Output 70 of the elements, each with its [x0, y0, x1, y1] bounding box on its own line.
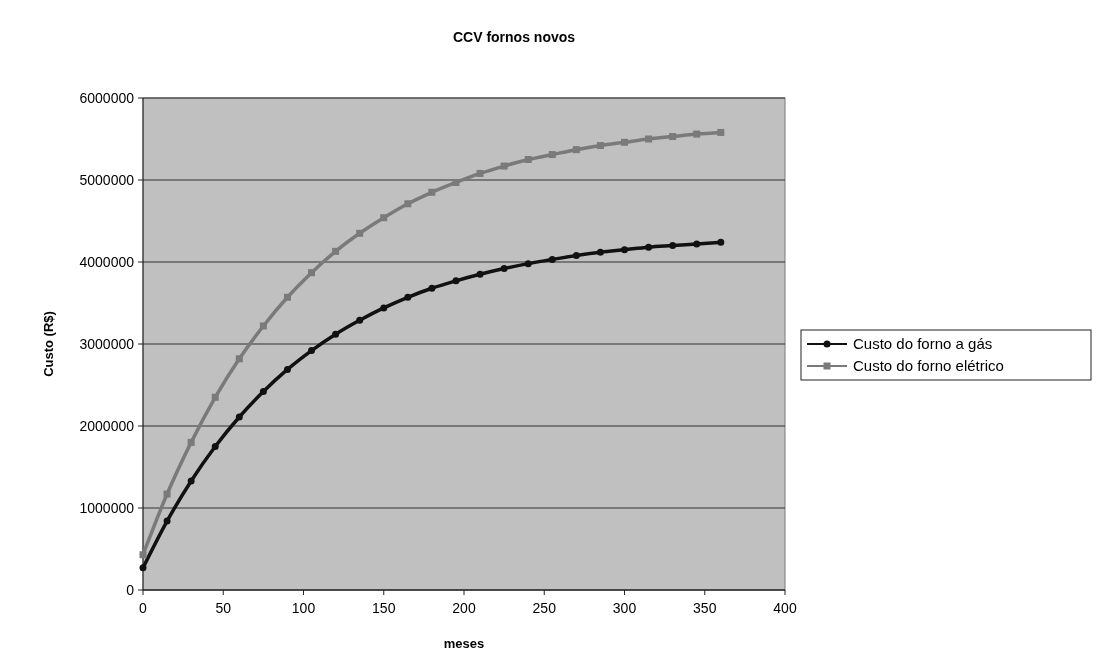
point — [380, 214, 388, 222]
point — [476, 270, 484, 278]
point — [211, 393, 219, 401]
point — [163, 490, 171, 498]
y-tick-label: 0 — [126, 581, 135, 598]
y-tick-label: 4000000 — [79, 253, 135, 270]
y-axis-title: Custo (R$) — [41, 311, 56, 377]
point — [596, 142, 604, 150]
x-tick-label: 150 — [372, 600, 396, 616]
point — [572, 146, 580, 154]
point — [669, 242, 677, 250]
point — [308, 269, 316, 277]
point — [645, 243, 653, 251]
x-tick-label: 250 — [532, 600, 557, 616]
y-tick-label: 6000000 — [79, 89, 135, 106]
point — [428, 284, 436, 292]
x-tick-label: 400 — [773, 600, 797, 616]
point — [283, 365, 291, 373]
point — [332, 247, 340, 255]
point — [235, 413, 243, 421]
x-tick-label: 50 — [215, 600, 232, 616]
point — [428, 188, 436, 196]
point — [380, 304, 388, 312]
point — [500, 265, 508, 273]
point — [259, 322, 267, 330]
point — [548, 151, 556, 159]
point — [500, 162, 508, 170]
point — [187, 477, 195, 485]
point — [404, 293, 412, 301]
y-tick-label: 1000000 — [79, 499, 135, 516]
point — [621, 138, 628, 146]
point — [259, 388, 267, 396]
chart-title: CCV fornos novos — [452, 29, 576, 45]
point — [548, 256, 556, 264]
point — [139, 551, 147, 559]
point — [404, 200, 412, 208]
point — [572, 251, 580, 259]
point — [308, 347, 316, 355]
x-tick-label: 300 — [612, 600, 637, 616]
x-tick-label: 100 — [291, 600, 316, 616]
x-axis-title: meses — [443, 636, 485, 651]
point — [452, 277, 460, 285]
y-tick-label: 3000000 — [79, 335, 135, 352]
point — [139, 564, 147, 572]
point — [596, 248, 604, 256]
point — [621, 246, 628, 254]
point — [717, 128, 725, 136]
y-tick-label: 5000000 — [79, 171, 135, 188]
point — [235, 355, 243, 363]
point — [211, 443, 219, 450]
point — [356, 229, 364, 237]
legend-label: Custo do forno elétrico — [853, 357, 1004, 375]
point — [645, 135, 653, 143]
x-tick-label: 350 — [693, 600, 717, 616]
point — [476, 169, 484, 177]
legend-label: Custo do forno a gás — [853, 335, 993, 353]
point — [693, 130, 701, 138]
point — [283, 293, 291, 301]
point — [669, 133, 677, 141]
point — [332, 330, 340, 338]
point — [163, 517, 171, 525]
x-tick-label: 200 — [452, 600, 476, 616]
x-tick-label: 0 — [139, 600, 148, 616]
point — [524, 156, 532, 163]
point — [356, 316, 364, 324]
point — [693, 240, 701, 248]
point — [524, 260, 532, 268]
y-tick-label: 2000000 — [79, 417, 135, 434]
point — [717, 238, 725, 246]
point — [187, 438, 195, 446]
